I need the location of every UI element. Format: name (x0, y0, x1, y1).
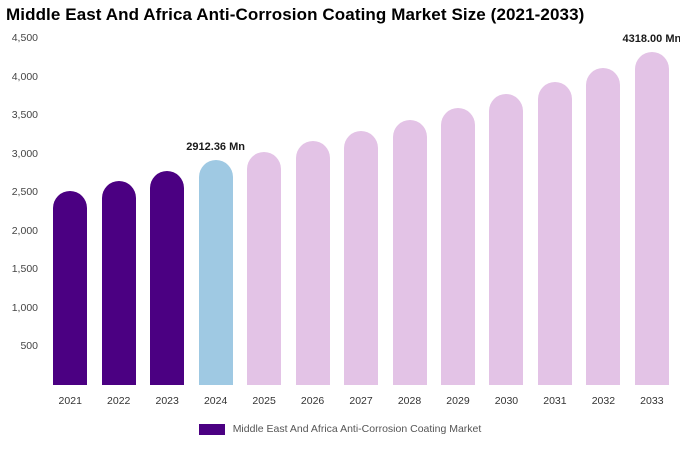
y-tick-4000: 4,000 (11, 70, 38, 83)
bar-2030[interactable] (489, 94, 524, 385)
x-label-2023: 2023 (155, 395, 179, 407)
bar-2029[interactable] (440, 108, 475, 385)
bar-2032[interactable] (586, 68, 621, 385)
legend-label: Middle East And Africa Anti-Corrosion Co… (232, 423, 482, 435)
chart-title: Middle East And Africa Anti-Corrosion Co… (6, 5, 585, 24)
bar-column-2026 (288, 25, 336, 385)
x-label-2030: 2030 (494, 395, 519, 407)
y-tick-3000: 3,000 (11, 147, 38, 160)
bar-column-2024: 2912.36 Mn (186, 25, 245, 385)
y-tick-2500: 2,500 (11, 186, 38, 199)
bar-2024[interactable] (198, 160, 233, 385)
legend-swatch (198, 423, 225, 435)
x-axis: 2021 2022 2023 2024 2025 2026 2027 2028 2029 2030… (46, 395, 676, 407)
y-tick-500: 500 (20, 340, 38, 353)
bar-2033[interactable] (634, 52, 669, 385)
bar-chart: 4,500 4,000 3,500 3,000 2,500 2,000 1,500 1,000… (0, 25, 680, 415)
x-label-2025: 2025 (252, 395, 276, 407)
bar-2026[interactable] (295, 141, 330, 385)
bar-column-2023 (143, 25, 191, 385)
bar-column-2032 (579, 25, 627, 385)
bar-column-2031 (531, 25, 579, 385)
x-label-2024: 2024 (203, 395, 228, 407)
x-label-2032: 2032 (591, 395, 616, 407)
y-tick-3500: 3,500 (11, 109, 38, 122)
x-label-2021: 2021 (58, 395, 82, 407)
bar-column-2030 (482, 25, 530, 385)
bar-column-2029 (434, 25, 482, 385)
bar-value-label-2024: 2912.36 Mn (186, 141, 245, 154)
x-label-2022: 2022 (107, 395, 131, 407)
bar-2027[interactable] (344, 130, 379, 385)
y-tick-2000: 2,000 (11, 224, 38, 237)
x-label-2027: 2027 (349, 395, 373, 407)
bar-2031[interactable] (537, 81, 572, 385)
bar-2025[interactable] (247, 152, 282, 385)
x-label-2033: 2033 (640, 395, 664, 407)
bar-2023[interactable] (150, 171, 185, 385)
bar-2022[interactable] (101, 180, 136, 385)
bar-2021[interactable] (53, 191, 88, 385)
y-tick-4500: 4,500 (11, 32, 38, 44)
bar-column-2025 (240, 25, 288, 385)
x-label-2028: 2028 (397, 395, 422, 407)
y-tick-1000: 1,000 (11, 301, 38, 314)
bar-value-label-2033: 4318.00 Mn (622, 33, 680, 46)
legend: Middle East And Africa Anti-Corrosion Co… (0, 423, 680, 435)
x-label-2031: 2031 (543, 395, 567, 407)
x-label-2029: 2029 (446, 395, 470, 407)
bar-column-2021 (46, 25, 94, 385)
plot-area: 2912.36 Mn 4318.00 Mn (46, 25, 680, 385)
y-tick-1500: 1,500 (11, 263, 38, 276)
bar-column-2027 (337, 25, 385, 385)
bar-column-2028 (385, 25, 433, 385)
x-label-2026: 2026 (300, 395, 325, 407)
bar-2028[interactable] (392, 119, 427, 385)
bar-column-2033: 4318.00 Mn (623, 25, 680, 385)
bar-column-2022 (94, 25, 142, 385)
